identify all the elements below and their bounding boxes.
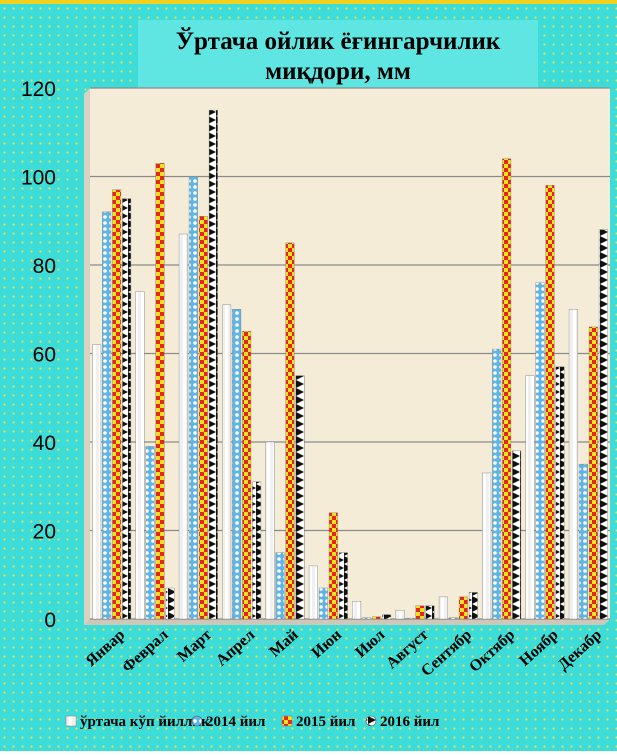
bar-1-9 [438, 596, 448, 620]
legend-label: 2015 йил [296, 714, 356, 730]
bar-4-10 [512, 450, 522, 620]
bar-1-12 [568, 309, 578, 620]
bar-2-5 [275, 552, 285, 620]
bar-2-4 [232, 309, 242, 620]
x-category-label: Июн [308, 626, 345, 661]
bar-1-1 [92, 344, 102, 620]
bar-1-6 [308, 565, 318, 620]
bar-4-1 [122, 198, 132, 620]
bar-3-3 [198, 216, 208, 620]
x-category-label: Ноябр [516, 626, 561, 669]
bar-2-3 [188, 176, 198, 620]
bar-1-8 [395, 609, 405, 620]
bar-3-2 [155, 163, 165, 620]
y-tick-label: 60 [33, 344, 56, 367]
chart-title-line-1: Ўртача ойлик ёғингарчилик [175, 28, 501, 55]
bar-4-2 [165, 587, 175, 620]
bar-3-1 [112, 189, 122, 620]
bar-2-7 [362, 617, 372, 620]
bar-3-7 [372, 616, 382, 620]
bar-3-12 [588, 326, 598, 620]
bar-4-8 [425, 605, 435, 620]
bar-4-5 [295, 375, 305, 620]
bar-4-6 [338, 552, 348, 620]
bar-4-9 [468, 592, 478, 620]
bar-4-4 [252, 481, 262, 620]
bar-1-3 [178, 233, 188, 620]
plot-side-wall [84, 88, 90, 625]
y-tick-label: 40 [33, 432, 56, 455]
x-category-label: Июл [352, 626, 388, 661]
chart-title: Ўртача ойлик ёғингарчилик миқдори, мм [138, 20, 538, 94]
x-category-label: Май [266, 626, 301, 660]
bar-4-7 [382, 614, 392, 620]
bar-2-11 [535, 282, 545, 620]
bar-2-9 [448, 617, 458, 620]
bar-4-3 [208, 109, 218, 620]
bar-3-11 [545, 185, 555, 620]
x-category-label: Март [174, 626, 215, 665]
x-category-label: Апрел [213, 626, 258, 669]
bar-2-12 [578, 463, 588, 620]
bar-1-4 [222, 304, 232, 620]
bar-4-11 [555, 366, 565, 620]
plot-floor [84, 619, 610, 625]
y-tick-label: 100 [21, 167, 56, 190]
bar-3-9 [458, 596, 468, 620]
legend-marker [365, 715, 377, 727]
bar-1-11 [525, 375, 535, 620]
bar-4-12 [598, 229, 608, 620]
y-tick-label: 80 [33, 255, 56, 278]
bar-3-10 [502, 158, 512, 620]
bar-3-8 [415, 605, 425, 620]
bar-2-8 [405, 617, 415, 620]
legend-label: 2014 йил [206, 714, 266, 730]
bar-2-10 [492, 348, 502, 620]
bar-2-6 [318, 587, 328, 620]
x-category-label: Декабр [555, 626, 605, 674]
x-category-label: Октябр [466, 626, 518, 675]
bar-1-7 [352, 601, 362, 620]
legend-label: 2016 йил [380, 714, 440, 730]
chart-title-line-2: миқдори, мм [265, 58, 411, 85]
bar-3-6 [328, 512, 338, 620]
x-category-label: Феврал [119, 626, 172, 676]
bar-2-2 [145, 446, 155, 620]
y-tick-label: 120 [21, 78, 56, 101]
bar-1-5 [265, 441, 275, 620]
y-tick-label: 0 [44, 609, 56, 632]
bar-3-5 [285, 242, 295, 620]
bar-1-10 [482, 472, 492, 620]
bar-2-1 [102, 211, 112, 620]
bar-1-2 [135, 291, 145, 620]
y-tick-label: 20 [33, 521, 56, 544]
legend-marker [281, 715, 293, 727]
legend-marker [65, 715, 77, 727]
legend-marker [191, 715, 203, 727]
bar-3-4 [242, 331, 252, 620]
legend-label: ўртача кўп йиллик [80, 714, 210, 730]
